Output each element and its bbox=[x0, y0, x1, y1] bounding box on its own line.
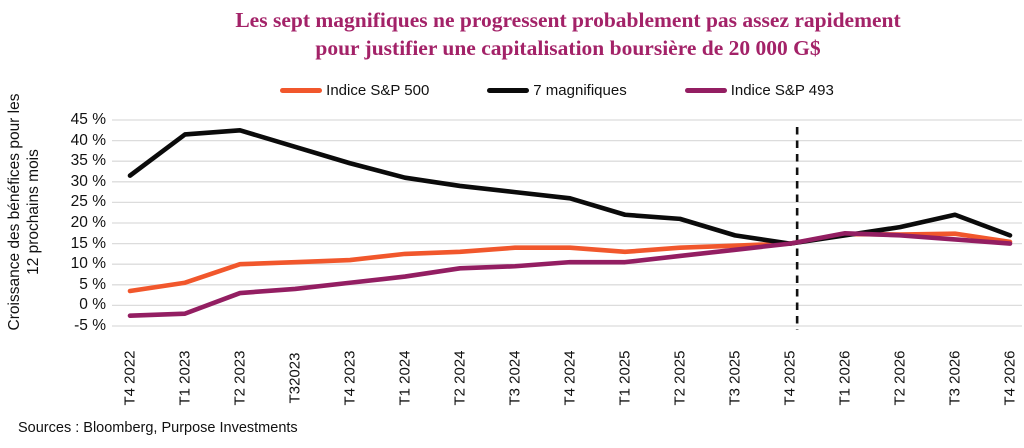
legend-item-mag7: 7 magnifiques bbox=[487, 81, 627, 99]
chart-title: Les sept magnifiques ne progressent prob… bbox=[112, 6, 1024, 62]
legend-swatch-sp500 bbox=[280, 87, 323, 93]
y-tick-label: 35 % bbox=[70, 152, 106, 170]
x-tick-label: T2 2023 bbox=[231, 350, 249, 406]
x-tick-label: T2 2025 bbox=[671, 350, 689, 406]
x-tick-label: T4 2024 bbox=[561, 350, 579, 406]
x-tick-label: T1 2023 bbox=[176, 350, 194, 406]
legend-item-sp500: Indice S&P 500 bbox=[280, 82, 429, 99]
x-tick-label: T3 2025 bbox=[726, 350, 744, 406]
x-tick-label: T1 2026 bbox=[836, 350, 854, 406]
legend-label-sp493: Indice S&P 493 bbox=[730, 81, 834, 99]
chart-title-line1: Les sept magnifiques ne progressent prob… bbox=[235, 8, 901, 32]
y-tick-label: 25 % bbox=[70, 193, 106, 211]
y-tick-label: 15 % bbox=[70, 234, 106, 252]
line-series-2 bbox=[127, 231, 1013, 319]
legend-swatch-sp493 bbox=[684, 87, 727, 93]
x-tick-label: T3 2026 bbox=[946, 350, 964, 406]
y-tick-label: 0 % bbox=[79, 296, 106, 314]
source-attribution: Sources : Bloomberg, Purpose Investments bbox=[18, 420, 298, 436]
x-tick-label: T32023 bbox=[286, 352, 304, 404]
x-tick-label: T2 2024 bbox=[451, 350, 469, 406]
legend-swatch-mag7 bbox=[487, 87, 530, 93]
x-tick-label: T4 2025 bbox=[781, 350, 799, 406]
x-tick-label: T1 2025 bbox=[616, 350, 634, 406]
y-tick-label: 30 % bbox=[70, 172, 106, 190]
chart-legend: Indice S&P 500 7 magnifiques Indice S&P … bbox=[90, 81, 1024, 99]
x-tick-label: T3 2024 bbox=[506, 350, 524, 406]
y-tick-label: 5 % bbox=[79, 275, 106, 293]
y-tick-label: 10 % bbox=[70, 255, 106, 273]
chart-title-line2: pour justifier une capitalisation boursi… bbox=[315, 36, 821, 60]
y-tick-label: 45 % bbox=[70, 111, 106, 128]
line-series-1 bbox=[127, 128, 1013, 246]
x-tick-label: T2 2026 bbox=[891, 350, 909, 406]
y-tick-label: 20 % bbox=[70, 214, 106, 231]
legend-label-mag7: 7 magnifiques bbox=[533, 81, 627, 99]
x-tick-label: T4 2022 bbox=[121, 350, 139, 406]
y-tick-label: -5 % bbox=[74, 317, 106, 334]
x-tick-label: T4 2023 bbox=[341, 350, 359, 406]
y-tick-label: 40 % bbox=[70, 131, 106, 149]
legend-item-sp493: Indice S&P 493 bbox=[684, 81, 834, 99]
x-tick-label: T4 2026 bbox=[1001, 350, 1019, 406]
x-tick-label: T1 2024 bbox=[396, 350, 414, 406]
legend-label-sp500: Indice S&P 500 bbox=[326, 81, 430, 99]
